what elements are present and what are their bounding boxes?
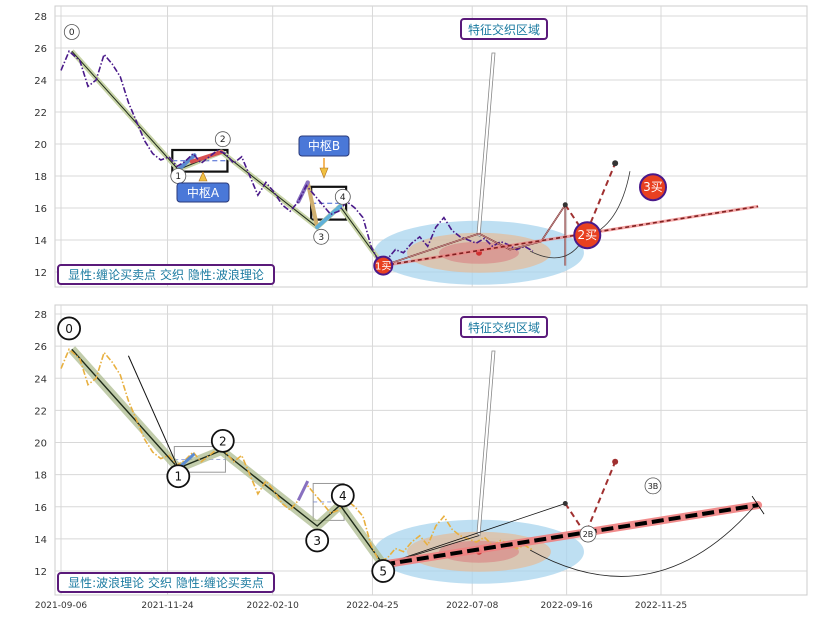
y-tick-label: 28 xyxy=(34,12,47,23)
x-tick-label: 2021-09-06 xyxy=(35,601,88,611)
point-label: 4 xyxy=(340,193,346,203)
x-tick-label: 2022-07-08 xyxy=(446,601,499,611)
point-label-circle xyxy=(313,228,330,245)
pivot-segment xyxy=(189,150,224,164)
post-low-strokes-inner xyxy=(383,203,566,266)
pivot-b-arrowhead xyxy=(319,167,329,179)
wave-label-circle xyxy=(305,528,330,553)
price-line xyxy=(60,347,534,563)
pivot-label: 中枢A xyxy=(187,185,220,200)
buy-point-marker xyxy=(579,525,597,543)
buy-point-label: 2B xyxy=(583,530,594,539)
y-tick-label: 14 xyxy=(34,535,47,546)
wave-label-circle xyxy=(166,464,191,489)
wave-thin xyxy=(127,355,179,469)
pointer-arrow xyxy=(476,350,496,537)
arc xyxy=(530,506,755,577)
pivot-segment xyxy=(315,204,343,230)
x-tick-label: 2022-11-25 xyxy=(635,601,687,611)
pivot-label-box xyxy=(298,135,350,157)
caption: 显性:缠论买卖点 交织 隐性:波浪理论 xyxy=(68,267,264,282)
pivot-label-box xyxy=(176,182,230,203)
wave-label: 1 xyxy=(174,470,182,484)
point-label: 2 xyxy=(220,135,226,145)
region-annotation: 特征交织区域 xyxy=(468,320,540,335)
y-tick-label: 20 xyxy=(34,439,47,450)
wave-label: 0 xyxy=(65,322,73,336)
y-tick-label: 12 xyxy=(34,567,47,578)
point-label: 1 xyxy=(175,172,181,182)
buy-point-label: 3B xyxy=(648,482,659,491)
pivot-segment xyxy=(305,180,320,230)
projection-line xyxy=(564,162,617,238)
caption-box xyxy=(57,572,275,593)
x-tick-label: 2021-11-24 xyxy=(141,601,194,611)
y-tick-label: 24 xyxy=(34,76,47,87)
pivot-a-arrowhead xyxy=(198,171,208,182)
region-annotation-box xyxy=(460,18,548,40)
wave-label-circle xyxy=(57,316,81,341)
region-annotation: 特征交织区域 xyxy=(468,22,540,37)
y-tick-label: 20 xyxy=(34,140,47,151)
point-label: 3 xyxy=(318,233,324,243)
wave-label: 4 xyxy=(339,489,347,503)
wave-label: 2 xyxy=(219,434,227,448)
wave-label: 3 xyxy=(313,534,321,548)
point-label: 0 xyxy=(69,28,75,38)
y-tick-label: 28 xyxy=(34,310,47,321)
wave-label-circle xyxy=(371,559,396,583)
projection-end-dot xyxy=(612,458,619,465)
y-tick-label: 18 xyxy=(34,471,47,482)
buy-point-label: 2买 xyxy=(577,228,597,242)
y-tick-label: 24 xyxy=(34,374,47,385)
y-tick-label: 12 xyxy=(34,268,47,279)
wave-label-circle xyxy=(330,483,355,508)
buy-point-label: 1买 xyxy=(375,261,391,273)
trend-end-tick xyxy=(751,495,765,515)
trend-line xyxy=(382,503,759,567)
point-label-circle xyxy=(63,24,80,40)
buy-point-marker xyxy=(373,255,394,276)
thin-stroke xyxy=(383,503,566,565)
y-tick-label: 16 xyxy=(34,204,47,215)
y-tick-label: 16 xyxy=(34,503,47,514)
buy-point-marker xyxy=(644,477,662,495)
caption-box xyxy=(57,264,275,285)
point-label-circle xyxy=(214,131,231,148)
pivot-label: 中枢B xyxy=(308,138,340,153)
x-tick-label: 2022-04-25 xyxy=(346,601,398,611)
stroke-line xyxy=(71,50,384,266)
projection-line xyxy=(564,461,617,537)
buy-point-marker xyxy=(573,221,602,250)
point-label-circle xyxy=(334,188,351,205)
region-annotation-box xyxy=(460,316,548,338)
wave-line xyxy=(71,348,384,566)
y-tick-label: 22 xyxy=(34,406,47,417)
x-tick-label: 2022-09-16 xyxy=(540,601,593,611)
wave-label: 5 xyxy=(379,565,387,579)
wave-accent xyxy=(296,480,310,501)
y-tick-label: 18 xyxy=(34,172,47,183)
wave-label-circle xyxy=(210,428,235,453)
trend-line xyxy=(383,205,759,267)
y-tick-label: 14 xyxy=(34,236,47,247)
x-tick-label: 2022-02-10 xyxy=(247,601,300,611)
pivot-segment xyxy=(176,153,197,172)
stroke-peak-dot xyxy=(562,202,568,208)
buy-point-label: 3买 xyxy=(643,180,663,194)
stroke-peak-dot xyxy=(562,501,568,507)
projection-end-dot xyxy=(612,160,619,167)
price-line xyxy=(60,49,534,264)
y-tick-label: 26 xyxy=(34,342,47,353)
caption: 显性:波浪理论 交织 隐性:缠论买卖点 xyxy=(68,575,264,590)
buy-point-marker xyxy=(639,173,667,202)
y-tick-label: 26 xyxy=(34,44,47,55)
y-tick-label: 22 xyxy=(34,108,47,119)
